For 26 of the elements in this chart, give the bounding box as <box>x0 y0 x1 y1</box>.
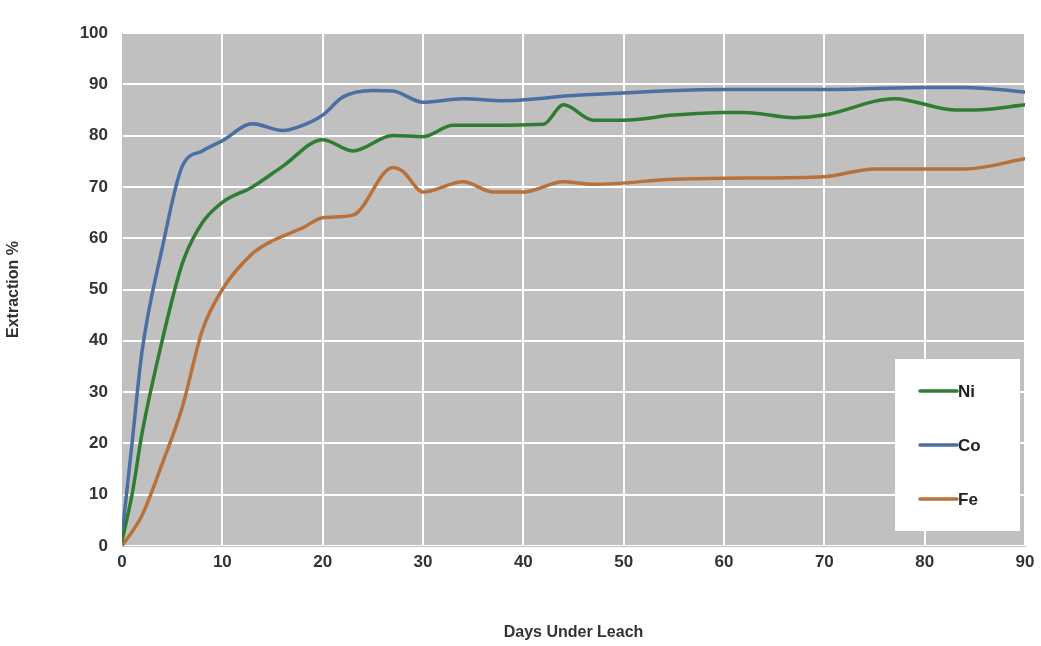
y-tick-label: 50 <box>89 279 108 299</box>
legend-label: Co <box>958 435 981 455</box>
x-tick-label: 20 <box>313 551 333 571</box>
x-tick-label: 10 <box>212 551 232 571</box>
x-tick-label: 50 <box>614 551 634 571</box>
y-tick-label: 0 <box>98 535 108 555</box>
x-tick-label: 0 <box>117 551 127 571</box>
y-tick-label: 90 <box>89 73 108 93</box>
y-tick-label: 10 <box>89 484 108 504</box>
legend-label: Fe <box>958 489 978 509</box>
y-tick-label: 20 <box>89 433 108 453</box>
x-tick-label: 60 <box>714 551 734 571</box>
y-tick-label: 60 <box>89 227 108 247</box>
x-tick-label: 30 <box>413 551 433 571</box>
legend-label: Ni <box>958 381 975 401</box>
y-tick-label: 40 <box>89 330 108 350</box>
x-tick-label: 40 <box>513 551 533 571</box>
x-tick-label: 70 <box>814 551 834 571</box>
x-tick-label: 90 <box>1015 551 1035 571</box>
y-tick-label: 70 <box>89 176 108 196</box>
y-axis-title: Extraction % <box>4 241 22 338</box>
x-axis-title: Days Under Leach <box>503 622 644 640</box>
y-tick-label: 30 <box>89 381 108 401</box>
y-tick-label: 80 <box>89 125 108 145</box>
y-tick-label: 100 <box>79 22 108 42</box>
x-tick-label: 80 <box>915 551 935 571</box>
